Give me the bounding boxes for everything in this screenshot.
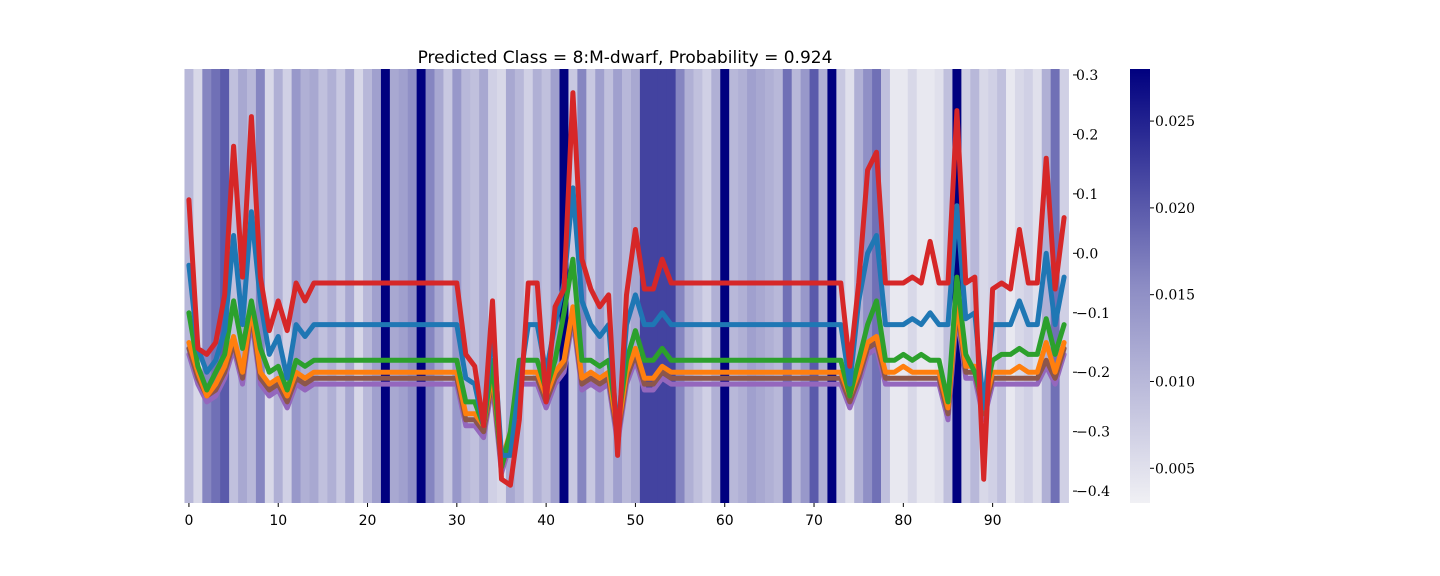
heat-cell	[774, 69, 783, 503]
heat-cell	[926, 69, 935, 503]
heat-cell	[363, 69, 372, 503]
heat-cell	[381, 69, 390, 503]
heat-cell	[801, 69, 810, 503]
heat-cell	[417, 69, 426, 503]
heat-cell	[819, 69, 828, 503]
heat-cell	[747, 69, 756, 503]
heat-cell	[408, 69, 417, 503]
heat-cell	[336, 69, 345, 503]
x-axis: 0 10 20 30 40 50 60 70 80 90	[184, 503, 1001, 529]
colorbar-tick-label: 0.015	[1155, 288, 1195, 304]
heat-cell	[863, 69, 872, 503]
heat-cell	[542, 69, 551, 503]
heat-cell	[426, 69, 435, 503]
heat-cell	[435, 69, 444, 503]
heat-cell	[917, 69, 926, 503]
heat-cell	[470, 69, 479, 503]
heat-cell	[595, 69, 604, 503]
heat-cell	[738, 69, 747, 503]
heat-cell	[1024, 69, 1033, 503]
heat-cell	[827, 69, 836, 503]
heat-cell	[693, 69, 702, 503]
heat-cell	[390, 69, 399, 503]
heat-cell	[318, 69, 327, 503]
x-tick-label: 50	[627, 513, 645, 529]
heat-cell	[756, 69, 765, 503]
x-tick-label: 80	[894, 513, 912, 529]
heat-cell	[345, 69, 354, 503]
heat-cell	[202, 69, 211, 503]
heat-cell	[551, 69, 560, 503]
heat-cell	[792, 69, 801, 503]
heat-cell	[935, 69, 944, 503]
x-tick-label: 40	[537, 513, 555, 529]
heat-cell	[702, 69, 711, 503]
colorbar-tick-label: 0.025	[1155, 114, 1195, 130]
heat-cell	[899, 69, 908, 503]
x-tick-label: 0	[184, 513, 193, 529]
heat-cell	[783, 69, 792, 503]
heat-cell	[845, 69, 854, 503]
heat-cell	[283, 69, 292, 503]
heat-cell	[265, 69, 274, 503]
colorbar-tick-label: 0.010	[1155, 374, 1195, 390]
x-tick-label: 30	[448, 513, 466, 529]
heat-cell	[327, 69, 336, 503]
heat-cell	[720, 69, 729, 503]
heat-cell	[729, 69, 738, 503]
heat-cell	[274, 69, 283, 503]
heat-cell	[1015, 69, 1024, 503]
y-tick-label: 0.1	[1076, 187, 1098, 203]
colorbar-tick-label: 0.005	[1155, 461, 1195, 477]
heat-cell	[301, 69, 310, 503]
heat-cell	[908, 69, 917, 503]
heat-cell	[399, 69, 408, 503]
y-tick-label: −0.4	[1076, 484, 1110, 500]
heat-cell	[604, 69, 613, 503]
heat-cell	[354, 69, 363, 503]
heat-cell	[890, 69, 899, 503]
heat-cell	[461, 69, 470, 503]
heat-cell	[211, 69, 220, 503]
heat-cell	[658, 69, 667, 503]
colorbar: 0.005 0.010 0.015 0.020 0.025	[1130, 69, 1195, 503]
x-tick-label: 70	[805, 513, 823, 529]
x-tick-label: 90	[984, 513, 1002, 529]
y-tick-label: −0.1	[1076, 306, 1110, 322]
x-tick-label: 60	[716, 513, 734, 529]
y-tick-label: 0.0	[1076, 246, 1098, 262]
heat-cell	[443, 69, 452, 503]
y-tick-label: 0.2	[1076, 127, 1098, 143]
y-tick-label: 0.3	[1076, 68, 1098, 84]
colorbar-tick-label: 0.020	[1155, 201, 1195, 217]
heat-cell	[372, 69, 381, 503]
x-tick-label: 20	[359, 513, 377, 529]
heat-cell	[685, 69, 694, 503]
heat-cell	[676, 69, 685, 503]
y-axis: 0.3 0.2 0.1 0.0 −0.1 −0.2 −0.3 −0.4	[1073, 68, 1110, 500]
chart-title: Predicted Class = 8:M-dwarf, Probability…	[418, 48, 833, 68]
heat-cell	[711, 69, 720, 503]
heat-cell	[667, 69, 676, 503]
colorbar-gradient	[1130, 69, 1150, 503]
y-tick-label: −0.2	[1076, 365, 1110, 381]
y-tick-label: −0.3	[1076, 425, 1110, 441]
heat-cell	[765, 69, 774, 503]
heat-cell	[631, 69, 640, 503]
x-tick-label: 10	[269, 513, 287, 529]
heat-cell	[810, 69, 819, 503]
colorbar-ticks: 0.005 0.010 0.015 0.020 0.025	[1150, 114, 1195, 477]
